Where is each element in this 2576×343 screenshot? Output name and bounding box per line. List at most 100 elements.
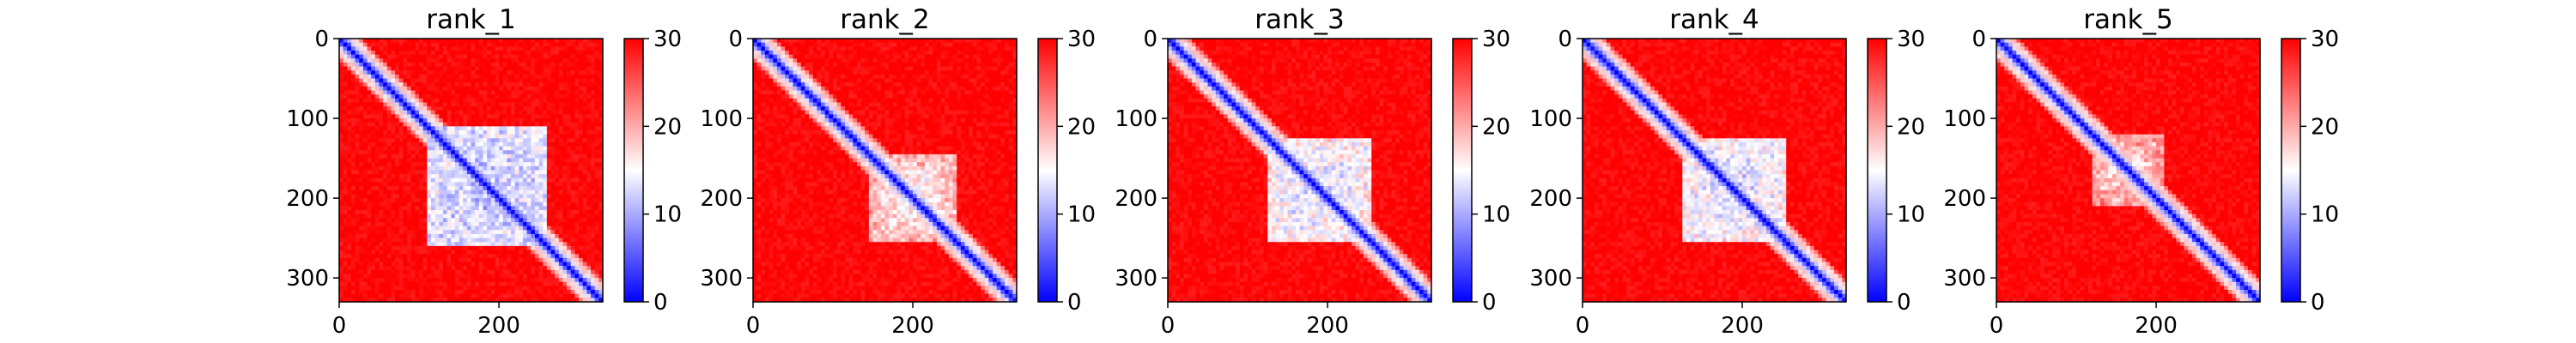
heatmap-cell bbox=[491, 39, 495, 43]
heatmap-cell bbox=[539, 79, 544, 83]
heatmap-cell bbox=[773, 290, 777, 294]
heatmap-cell bbox=[591, 258, 595, 262]
heatmap-cell bbox=[407, 166, 411, 171]
heatmap-cell bbox=[769, 266, 774, 270]
heatmap-cell bbox=[375, 294, 380, 298]
heatmap-cell bbox=[471, 39, 476, 43]
heatmap-cell bbox=[574, 218, 579, 222]
heatmap-cell bbox=[591, 102, 595, 106]
heatmap-cell bbox=[586, 111, 591, 115]
heatmap-cell bbox=[765, 166, 769, 171]
heatmap-cell bbox=[579, 130, 583, 135]
heatmap-cell bbox=[443, 147, 447, 151]
heatmap-cell bbox=[567, 114, 571, 118]
heatmap-cell bbox=[571, 230, 575, 234]
heatmap-cell bbox=[351, 182, 355, 186]
heatmap-cell bbox=[463, 123, 467, 127]
heatmap-cell bbox=[467, 230, 471, 234]
heatmap-cell bbox=[343, 178, 348, 183]
heatmap-cell bbox=[359, 262, 363, 266]
heatmap-cell bbox=[491, 63, 495, 67]
heatmap-cell bbox=[380, 123, 384, 127]
heatmap-cell bbox=[515, 194, 519, 198]
heatmap-cell bbox=[435, 290, 440, 294]
heatmap-cell bbox=[427, 174, 431, 178]
heatmap-cell bbox=[375, 186, 380, 190]
heatmap-cell bbox=[503, 286, 507, 290]
heatmap-cell bbox=[753, 147, 757, 151]
heatmap-cell bbox=[363, 39, 368, 43]
heatmap-cell bbox=[503, 138, 507, 142]
heatmap-cell bbox=[753, 262, 757, 266]
heatmap-cell bbox=[531, 210, 535, 214]
heatmap-cell bbox=[515, 79, 519, 83]
heatmap-cell bbox=[769, 99, 774, 103]
heatmap-cell bbox=[765, 111, 769, 115]
heatmap-cell bbox=[447, 51, 452, 55]
heatmap-cell bbox=[523, 198, 527, 202]
heatmap-cell bbox=[387, 150, 392, 154]
heatmap-cell bbox=[574, 114, 579, 118]
heatmap-cell bbox=[761, 39, 765, 43]
heatmap-cell bbox=[515, 111, 519, 115]
heatmap-cell bbox=[391, 154, 395, 159]
heatmap-cell bbox=[591, 67, 595, 71]
heatmap-cell bbox=[427, 238, 431, 243]
heatmap-cell bbox=[773, 106, 777, 111]
heatmap-cell bbox=[407, 190, 411, 195]
heatmap-cell bbox=[487, 190, 491, 195]
heatmap-cell bbox=[507, 262, 511, 266]
heatmap-cell bbox=[399, 82, 404, 87]
heatmap-cell bbox=[467, 214, 471, 219]
heatmap-cell bbox=[407, 202, 411, 207]
heatmap-cell bbox=[351, 282, 355, 286]
heatmap-cell bbox=[359, 162, 363, 166]
heatmap-cell bbox=[463, 58, 467, 63]
heatmap-cell bbox=[368, 214, 372, 219]
heatmap-cell bbox=[586, 234, 591, 238]
heatmap-cell bbox=[769, 238, 774, 243]
heatmap-cell bbox=[380, 82, 384, 87]
heatmap-cell bbox=[339, 202, 343, 207]
heatmap-cell bbox=[551, 214, 556, 219]
heatmap-cell bbox=[527, 246, 532, 250]
heatmap-cell bbox=[491, 87, 495, 91]
heatmap-cell bbox=[523, 230, 527, 234]
heatmap-cell bbox=[769, 178, 774, 183]
heatmap-cell bbox=[543, 242, 547, 246]
heatmap-cell bbox=[407, 138, 411, 142]
heatmap-cell bbox=[475, 147, 479, 151]
heatmap-cell bbox=[579, 135, 583, 139]
heatmap-cell bbox=[383, 234, 387, 238]
heatmap-cell bbox=[355, 102, 360, 106]
heatmap-cell bbox=[591, 202, 595, 207]
heatmap-cell bbox=[765, 254, 769, 258]
heatmap-cell bbox=[407, 90, 411, 94]
heatmap-cell bbox=[595, 171, 599, 175]
heatmap-cell bbox=[439, 226, 443, 231]
heatmap-cell bbox=[519, 238, 523, 243]
heatmap-cell bbox=[467, 226, 471, 231]
heatmap-cell bbox=[511, 55, 515, 59]
heatmap-cell bbox=[455, 51, 459, 55]
heatmap-cell bbox=[431, 258, 435, 262]
heatmap-cell bbox=[559, 198, 563, 202]
heatmap-cell bbox=[359, 214, 363, 219]
heatmap-cell bbox=[347, 43, 351, 47]
heatmap-cell bbox=[547, 262, 551, 266]
heatmap-cell bbox=[567, 174, 571, 178]
heatmap-cell bbox=[399, 87, 404, 91]
heatmap-cell bbox=[459, 114, 464, 118]
heatmap-cell bbox=[511, 58, 515, 63]
heatmap-cell bbox=[579, 194, 583, 198]
heatmap-cell bbox=[769, 166, 774, 171]
heatmap-cell bbox=[423, 79, 428, 83]
heatmap-cell bbox=[785, 222, 789, 226]
heatmap-cell bbox=[753, 174, 757, 178]
heatmap-cell bbox=[507, 202, 511, 207]
heatmap-cell bbox=[443, 238, 447, 243]
heatmap-cell bbox=[539, 94, 544, 99]
heatmap-cell bbox=[583, 166, 587, 171]
heatmap-cell bbox=[355, 171, 360, 175]
heatmap-cell bbox=[467, 162, 471, 166]
